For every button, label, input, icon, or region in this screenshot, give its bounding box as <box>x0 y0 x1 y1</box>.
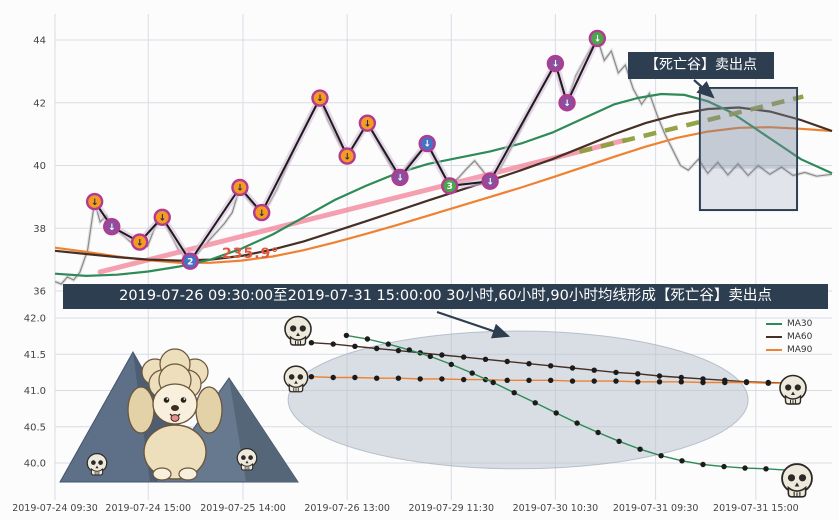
legend-swatch <box>766 348 782 351</box>
legend-item-MA30: MA30 <box>766 318 836 329</box>
legend-swatch <box>766 322 782 325</box>
death-valley-highlight-ellipse <box>287 330 749 470</box>
legend-swatch <box>766 335 782 338</box>
sell-point-callout: 【死亡谷】卖出点 <box>628 52 774 79</box>
pivot-marker: ↓ <box>231 178 249 197</box>
zoom-series-MA30-line <box>346 334 791 471</box>
bottom-y-tick-label: 41.5 <box>24 350 46 361</box>
pivot-marker: ↓ <box>558 94 576 112</box>
x-axis-tick-label: 2019-07-25 14:00 <box>200 503 286 514</box>
pivot-marker: ↓ <box>546 54 565 73</box>
top-y-tick-label: 40 <box>33 161 46 172</box>
pivot-marker: ↓ <box>85 192 104 211</box>
skull-icon <box>283 365 309 393</box>
bottom-y-tick-label: 40.0 <box>24 459 46 470</box>
pivot-marker: ↓ <box>588 29 607 48</box>
pivot-marker: ↓ <box>153 208 171 226</box>
pivot-marker-glyph: 2 <box>187 257 193 267</box>
pivot-marker: ↓ <box>481 172 499 190</box>
pivot-marker-glyph: ↓ <box>316 94 324 104</box>
skull-icon <box>284 315 312 346</box>
top-y-tick-label: 44 <box>33 36 46 47</box>
series-trend-line <box>97 137 628 275</box>
pivot-marker: ↓ <box>338 147 356 165</box>
series-trend-forecast-dashed <box>578 94 804 154</box>
pivot-marker: ↓ <box>103 217 121 236</box>
ma-zoom-chart <box>287 330 793 473</box>
x-axis-tick-label: 2019-07-24 15:00 <box>105 503 191 514</box>
annotation-arrow-callout-to-box <box>693 79 715 99</box>
top-y-tick-label: 42 <box>33 98 46 109</box>
pivot-marker: ↓ <box>130 233 149 251</box>
skull-icon <box>781 463 813 498</box>
pivot-marker: ↓ <box>418 134 436 153</box>
death-valley-highlight-box <box>698 87 799 212</box>
pivot-marker-glyph: ↓ <box>364 119 372 129</box>
bottom-y-tick-label: 41.0 <box>24 386 46 397</box>
poodle-illustration <box>127 348 223 481</box>
annotation-arrow-banner-to-ellipse <box>436 310 511 339</box>
pivot-marker: 3 <box>441 177 459 195</box>
top-y-tick-label: 38 <box>33 224 46 235</box>
legend-label: MA60 <box>787 331 813 342</box>
pivot-marker-glyph: ↓ <box>108 223 116 233</box>
pattern-summary-banner: 2019-07-26 09:30:00至2019-07-31 15:00:00 … <box>63 284 828 309</box>
skull-icon <box>779 374 807 405</box>
x-axis-tick-label: 2019-07-29 11:30 <box>408 503 494 514</box>
legend-label: MA90 <box>787 344 813 355</box>
pivot-marker-glyph: ↓ <box>594 35 602 45</box>
bottom-y-tick-label: 42.0 <box>24 314 46 325</box>
pivot-marker-glyph: ↓ <box>343 152 351 162</box>
pivot-marker-glyph: ↓ <box>423 140 431 150</box>
skull-icon <box>236 448 258 471</box>
price-chart: ↓ ↓ ↓ ↓ 2 ↓ ↓ ↓ ↓ ↓ ↓ ↓ 3 ↓ ↓ ↓ ↓ <box>54 29 833 287</box>
top-y-tick-label: 36 <box>33 287 46 298</box>
pivot-marker-glyph: ↓ <box>91 198 99 208</box>
x-axis-tick-label: 2019-07-24 09:30 <box>12 503 98 514</box>
pivot-marker: ↓ <box>311 89 329 107</box>
legend: MA30 MA60 MA90 <box>766 318 836 355</box>
pivot-marker: 2 <box>181 252 199 270</box>
pivot-marker-glyph: ↓ <box>158 213 166 223</box>
pivot-marker: ↓ <box>391 168 409 187</box>
pivot-marker: ↓ <box>252 203 271 222</box>
pivot-marker-glyph: ↓ <box>236 184 244 194</box>
x-axis-tick-label: 2019-07-31 15:00 <box>713 503 799 514</box>
legend-item-MA90: MA90 <box>766 344 836 355</box>
pivot-marker-glyph: ↓ <box>552 60 560 70</box>
bottom-y-tick-label: 40.5 <box>24 422 46 433</box>
death-valley-highlight-box-inner <box>699 88 798 169</box>
legend-item-MA60: MA60 <box>766 331 836 342</box>
x-axis-tick-label: 2019-07-30 10:30 <box>513 503 599 514</box>
x-axis-tick-label: 2019-07-31 09:30 <box>613 503 699 514</box>
x-axis-tick-label: 2019-07-26 13:00 <box>304 503 390 514</box>
pivot-marker: ↓ <box>358 114 377 132</box>
pivot-marker-glyph: ↓ <box>486 177 494 187</box>
pivot-marker-glyph: ↓ <box>258 209 266 219</box>
pivot-marker-glyph: ↓ <box>396 174 404 184</box>
trend-angle-label: 235.9° <box>222 246 280 262</box>
axis-labels: 36 38 40 42 44 40.0 40.5 41.0 41.5 42.0 2019-07-24… <box>12 36 798 515</box>
pivot-marker-glyph: ↓ <box>563 99 571 109</box>
pivot-marker-glyph: ↓ <box>136 238 144 248</box>
skull-icon <box>86 453 108 476</box>
legend-label: MA30 <box>787 318 813 329</box>
pivot-marker-glyph: 3 <box>447 182 453 192</box>
